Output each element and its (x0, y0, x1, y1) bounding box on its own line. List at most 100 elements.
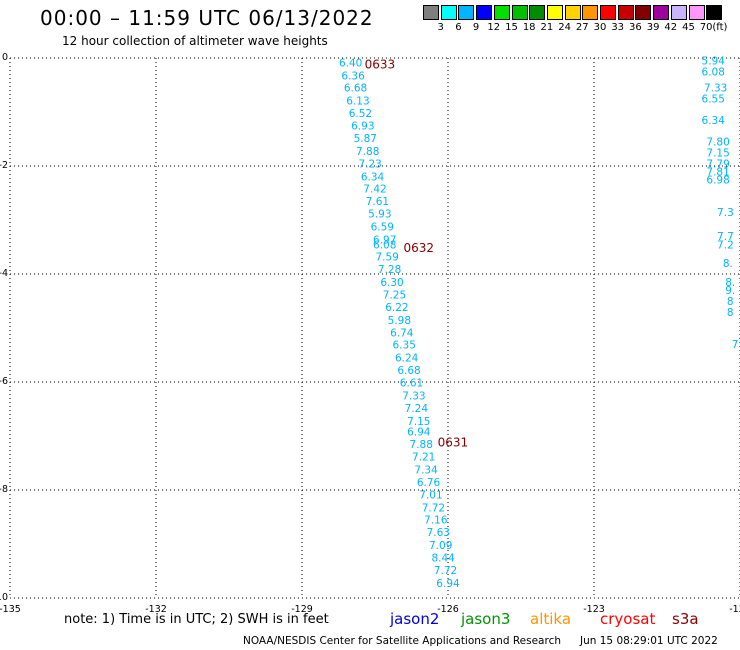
color-swatch (529, 5, 546, 20)
wave-height-value: 6.35 (393, 340, 416, 352)
y-tick-label: -4 (0, 268, 8, 279)
wave-height-value: 7.42 (363, 184, 386, 196)
color-scale-tick: 24 (558, 22, 571, 33)
wave-height-value: 5.98 (388, 315, 411, 327)
wave-height-value: 6.68 (397, 365, 420, 377)
wave-height-value: 9. (725, 285, 735, 297)
x-tick-label: -120 (729, 604, 740, 615)
wave-height-value: 8.44 (431, 553, 455, 565)
color-swatch (493, 5, 510, 20)
wave-height-value: 6.08 (373, 239, 396, 251)
wave-height-value: 7.15 (706, 148, 729, 160)
wave-height-value: 7.79 (706, 158, 729, 170)
wave-height-value: 8 (727, 296, 734, 308)
color-swatch (511, 5, 528, 20)
wave-height-value: 7.16 (424, 515, 448, 527)
color-swatch (440, 5, 457, 20)
wave-height-value: 6.97 (373, 234, 396, 246)
color-scale-tick: 3 (437, 22, 444, 33)
color-swatch (564, 5, 581, 20)
color-scale-tick: 39 (646, 22, 660, 33)
wave-height-value: 5.93 (368, 209, 391, 221)
wave-height-value: 7.88 (410, 439, 433, 451)
wave-height-value: 5.94 (702, 56, 726, 68)
wave-height-value: 7.24 (405, 403, 429, 415)
color-swatch (653, 5, 670, 20)
color-scale-tick: 15 (505, 22, 518, 33)
wave-height-value: 6.93 (351, 121, 374, 133)
wave-height-value: 7.09 (429, 540, 452, 552)
color-scale-unit: (ft) (712, 22, 728, 33)
wave-height-value: 7.3 (717, 207, 734, 219)
wave-height-value: 7.72 (434, 565, 457, 577)
wave-height-value: 8. (723, 258, 733, 270)
wave-height-value: 6.68 (344, 83, 367, 95)
wave-height-value: 6.22 (385, 302, 408, 314)
pass-time-label: 0632 (404, 241, 435, 255)
color-scale-tick: 45 (682, 22, 695, 33)
color-swatch (600, 5, 616, 20)
color-swatch (546, 5, 563, 20)
wave-height-value: 6.40 (339, 57, 362, 69)
wave-height-value: 7.34 (414, 464, 438, 476)
color-scale-tick: 42 (664, 22, 678, 33)
y-tick-label: -2 (0, 160, 8, 171)
wave-height-value: 6.13 (346, 96, 369, 108)
satellite-jason2: jason2 (390, 610, 440, 628)
wave-height-value: 7.88 (356, 146, 379, 158)
wave-height-value: 8. (725, 277, 735, 289)
color-scale-tick: 21 (540, 22, 554, 33)
color-swatch (706, 5, 723, 20)
color-swatch (635, 5, 652, 20)
wave-height-value: 6.52 (349, 108, 372, 120)
wave-height-value: 7.01 (419, 489, 442, 501)
x-tick-label: -129 (291, 604, 313, 615)
color-scale-tick: 70 (699, 22, 713, 33)
color-swatch (670, 5, 687, 20)
satellite-s3a: s3a (672, 610, 699, 628)
wave-height-value: 6.55 (702, 94, 725, 106)
pass-time-label: 0631 (438, 435, 469, 449)
wave-height-value: 7.33 (402, 391, 425, 403)
pass-time-label: 0633 (365, 57, 396, 71)
color-scale-tick: 27 (575, 22, 589, 33)
wave-height-value: 7.81 (706, 166, 729, 178)
wave-height-value: 7.28 (378, 264, 401, 276)
wave-height-value: 5.87 (354, 133, 377, 145)
wave-height-value: 6.36 (341, 70, 365, 82)
chart-title: 00:00 – 11:59 UTC 06/13/2022 (40, 6, 374, 30)
x-tick-label: -126 (437, 604, 459, 615)
color-scale-tick: 36 (629, 22, 642, 33)
color-scale-tick: 18 (522, 22, 536, 33)
color-swatch (688, 5, 705, 20)
wave-height-value: 6.94 (407, 427, 431, 439)
footer-timestamp: Jun 15 08:29:01 UTC 2022 (580, 635, 718, 647)
y-tick-label: -10 (0, 592, 8, 603)
wave-height-value: 6.76 (417, 477, 441, 489)
color-scale-tick: 9 (472, 22, 480, 33)
wave-height-value: 6.94 (436, 578, 460, 590)
wave-height-value: 7.15 (407, 416, 430, 428)
y-tick-label: -6 (0, 376, 8, 387)
wave-height-value: 6.08 (702, 67, 725, 79)
units-note: note: 1) Time is in UTC; 2) SWH is in fe… (64, 612, 329, 627)
satellite-jason3: jason3 (461, 610, 511, 628)
y-tick-label: -8 (0, 484, 8, 495)
wave-height-value: 7.61 (366, 196, 389, 208)
y-tick-label: 0 (2, 52, 8, 63)
wave-height-value: 7.72 (422, 502, 445, 514)
wave-height-value: 8 (727, 307, 734, 319)
wave-height-value: 7.80 (706, 137, 729, 149)
x-tick-label: -135 (0, 604, 21, 615)
wave-height-value: 6.74 (390, 327, 414, 339)
wave-height-value: 6.24 (395, 353, 419, 365)
wave-height-value: 6.61 (400, 378, 423, 390)
wave-height-value: 7.7 (717, 231, 734, 243)
wave-height-value: 7.63 (427, 527, 450, 539)
x-tick-label: -123 (583, 604, 605, 615)
color-scale-tick: 6 (455, 22, 462, 33)
color-swatch (423, 5, 439, 20)
wave-height-value: 6.98 (706, 175, 729, 187)
chart-subtitle: 12 hour collection of altimeter wave hei… (62, 34, 328, 48)
